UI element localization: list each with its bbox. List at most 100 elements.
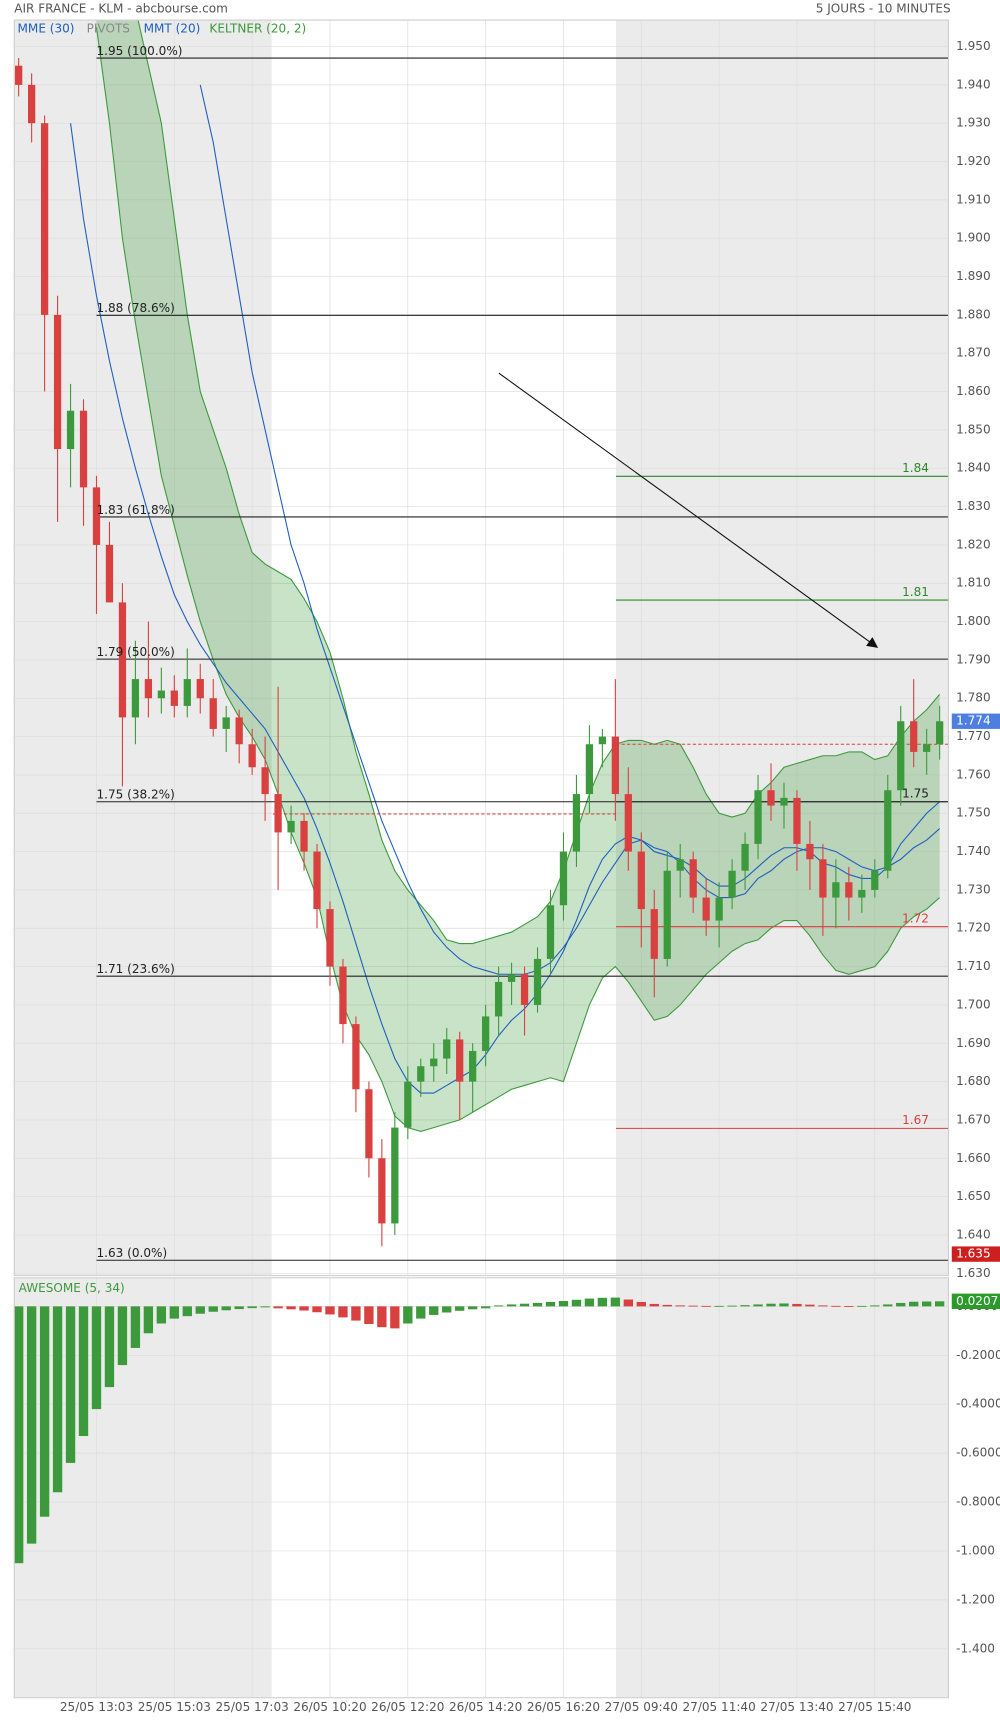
legend-entry: KELTNER (20, 2): [209, 21, 306, 35]
panel-title: AWESOME (5, 34): [19, 1281, 125, 1295]
candle-body: [806, 843, 814, 860]
y-tick-label: 1.700: [956, 997, 990, 1011]
y-tick-label: 1.830: [956, 499, 990, 513]
oscillator-bar: [455, 1306, 465, 1311]
candle-body: [520, 974, 529, 1005]
oscillator-bar: [792, 1303, 802, 1307]
oscillator-bar: [623, 1299, 633, 1307]
candle-body: [378, 1158, 386, 1224]
candle-body: [443, 1039, 451, 1059]
oscillator-bar: [260, 1306, 270, 1308]
y-tick-label: 1.850: [956, 422, 990, 436]
oscillator-bar: [870, 1305, 880, 1307]
y-tick-label: 1.680: [956, 1074, 990, 1088]
oscillator-bar: [896, 1302, 906, 1307]
y-tick-label: 1.640: [956, 1227, 990, 1241]
candle-body: [144, 679, 153, 699]
candle-body: [715, 897, 723, 921]
candle-body: [689, 859, 697, 898]
candle-body: [936, 721, 944, 745]
candle-body: [196, 679, 204, 699]
y-tick-label: 1.820: [956, 537, 990, 551]
pivot-label: 1.72: [902, 912, 929, 926]
oscillator-bar: [312, 1306, 322, 1313]
session-shade: [616, 20, 949, 1276]
oscillator-bar: [14, 1306, 24, 1564]
y-tick-label: 1.670: [956, 1112, 990, 1126]
chart-subtitle: 5 JOURS - 10 MINUTES: [816, 2, 951, 16]
candle-body: [326, 909, 334, 967]
oscillator-bar: [273, 1306, 283, 1309]
y-tick-label: 1.860: [956, 384, 990, 398]
y-tick-label: 1.740: [956, 844, 990, 858]
price-panel: [15, 20, 949, 1261]
candle-body: [274, 794, 282, 833]
y-tick-label: 1.870: [956, 346, 990, 360]
oscillator-bar: [545, 1301, 556, 1307]
oscillator-bar: [364, 1306, 374, 1324]
oscillator-bar: [662, 1304, 672, 1307]
candle-body: [780, 797, 788, 806]
oscillator-bar: [208, 1306, 218, 1312]
candle-body: [728, 870, 736, 898]
x-tick-label: 25/05 13:03: [60, 1700, 133, 1714]
oscillator-bar: [831, 1305, 841, 1307]
oscillator-bar: [740, 1305, 750, 1307]
y-tick-label: 1.650: [956, 1189, 990, 1203]
candle-body: [494, 981, 503, 1017]
y-tick-label: -0.8000: [956, 1495, 1000, 1509]
pivot-label: 1.67: [902, 1113, 929, 1127]
candle-body: [209, 698, 217, 729]
candle-body: [28, 84, 36, 124]
price-frame: [13, 19, 950, 1277]
y-tick-label: 1.810: [956, 576, 990, 590]
oscillator-bar: [675, 1305, 685, 1307]
oscillator-bar: [688, 1305, 698, 1307]
oscillator-bar: [325, 1306, 335, 1315]
oscillator-bar: [39, 1306, 50, 1517]
candle-body: [222, 717, 230, 729]
candle-body: [767, 790, 775, 806]
candle-body: [118, 602, 127, 718]
candle-body: [300, 820, 308, 852]
oscillator-bar: [130, 1306, 141, 1348]
oscillator-bar: [519, 1303, 530, 1307]
oscillator-bar: [247, 1306, 257, 1309]
x-tick-label: 27/05 11:40: [682, 1700, 755, 1714]
candle-body: [910, 721, 918, 752]
oscillator-bar: [156, 1306, 167, 1324]
x-tick-label: 26/05 16:20: [527, 1700, 600, 1714]
oscillator-bar: [714, 1305, 724, 1307]
session-shade: [14, 20, 272, 1276]
candle-body: [313, 851, 321, 910]
y-tick-label: 1.660: [956, 1151, 990, 1165]
candle-body: [923, 744, 931, 752]
oscillator-bar: [467, 1306, 478, 1310]
candle-body: [482, 1016, 490, 1051]
y-tick-label: 1.780: [956, 691, 990, 705]
candle-body: [871, 870, 879, 890]
oscillator-bar: [480, 1306, 491, 1309]
y-tick-label: 1.930: [956, 116, 990, 130]
oscillator-bar: [143, 1306, 154, 1334]
oscillator-bar: [610, 1297, 621, 1307]
candle-body: [248, 744, 256, 768]
session-shade: [616, 1277, 949, 1698]
fibonacci-label: 1.75 (38.2%): [96, 788, 174, 802]
candle-body: [754, 790, 762, 844]
candle-body: [365, 1089, 373, 1159]
candle-body: [352, 1024, 360, 1090]
oscillator-bar: [805, 1304, 815, 1307]
candle-body: [235, 717, 243, 745]
candle-body: [585, 744, 594, 795]
value-marker-label: 0.0207: [956, 1294, 998, 1308]
candle-body: [611, 736, 619, 795]
oscillator-bar: [727, 1305, 737, 1307]
oscillator-bar: [753, 1304, 763, 1307]
y-tick-label: 1.910: [956, 192, 990, 206]
awesome-frame: [13, 1277, 950, 1699]
y-tick-label: 1.940: [956, 77, 990, 91]
oscillator-bar: [169, 1306, 179, 1319]
price-marker: [951, 713, 1000, 729]
fibonacci-label: 1.79 (50.0%): [96, 645, 174, 659]
